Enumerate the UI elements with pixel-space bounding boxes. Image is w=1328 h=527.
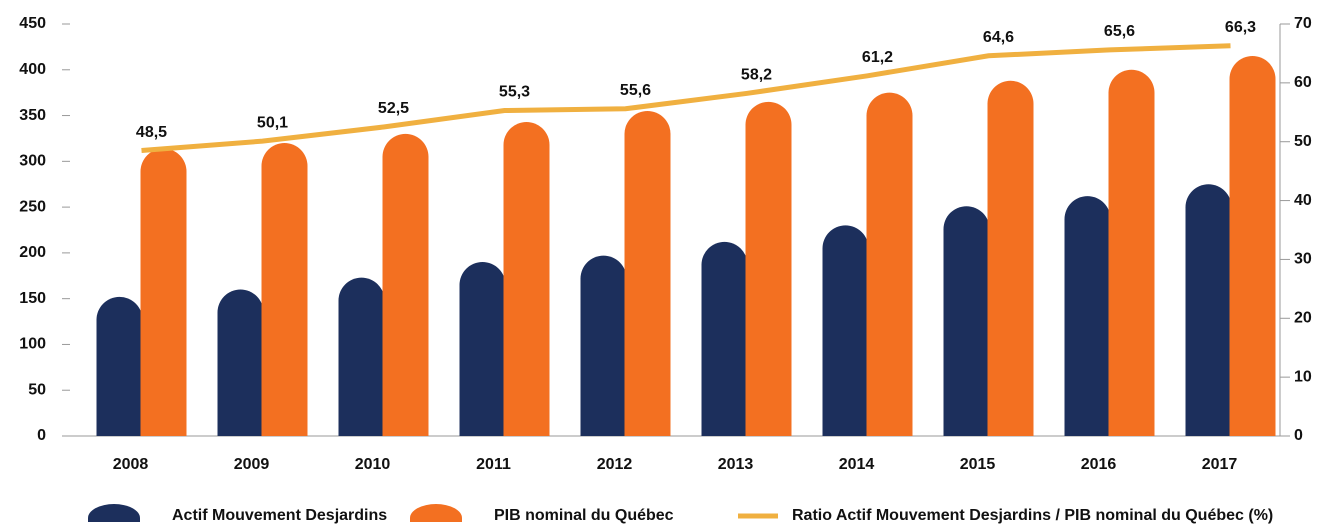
bar <box>580 255 627 436</box>
y-tick-label: 300 <box>19 153 46 170</box>
data-label: 61,2 <box>862 49 893 66</box>
x-tick-label: 2016 <box>1081 456 1117 473</box>
bar <box>701 241 748 436</box>
y-tick-label: 350 <box>19 107 46 124</box>
bar <box>96 296 143 436</box>
x-tick-label: 2011 <box>476 456 511 473</box>
y2-tick-label: 0 <box>1294 427 1303 444</box>
bar <box>382 133 429 436</box>
y2-tick-label: 50 <box>1294 133 1312 150</box>
line <box>141 43 1231 154</box>
bar <box>987 80 1034 437</box>
y-tick-label: 400 <box>19 61 46 78</box>
y2-tick-label: 70 <box>1294 15 1312 32</box>
bar <box>140 148 187 436</box>
bar <box>943 206 990 436</box>
legend-label: Actif Mouvement Desjardins <box>172 507 387 524</box>
bar <box>624 110 671 436</box>
bar <box>745 101 792 437</box>
y-tick-label: 50 <box>28 381 46 398</box>
data-label: 58,2 <box>741 67 772 84</box>
y2-tick-label: 40 <box>1294 192 1312 209</box>
y2-tick-label: 30 <box>1294 251 1312 268</box>
legend-swatch <box>88 504 140 522</box>
legend-swatch <box>410 504 462 522</box>
x-tick-label: 2013 <box>718 456 754 473</box>
bar <box>1108 69 1155 437</box>
data-label: 64,6 <box>983 29 1014 46</box>
bar <box>1229 56 1276 437</box>
y2-tick-label: 20 <box>1294 310 1312 327</box>
bar <box>822 225 869 436</box>
bar <box>1064 196 1111 436</box>
y-tick-label: 450 <box>19 15 46 32</box>
x-tick-label: 2017 <box>1202 456 1238 473</box>
data-label: 55,6 <box>620 82 651 99</box>
y-tick-label: 150 <box>19 290 46 307</box>
data-label: 48,5 <box>136 124 167 141</box>
x-tick-label: 2014 <box>839 456 875 473</box>
bar <box>503 121 550 436</box>
y-tick-label: 0 <box>37 427 46 444</box>
data-label: 50,1 <box>257 114 288 131</box>
bar <box>217 289 264 436</box>
x-tick-label: 2015 <box>960 456 996 473</box>
bar <box>261 143 308 436</box>
bar <box>1185 184 1232 436</box>
legend-label: Ratio Actif Mouvement Desjardins / PIB n… <box>792 507 1273 524</box>
x-tick-label: 2010 <box>355 456 391 473</box>
data-label: 55,3 <box>499 84 530 101</box>
data-label: 65,6 <box>1104 23 1135 40</box>
bar <box>866 92 913 437</box>
bar <box>338 277 385 436</box>
legend-label: PIB nominal du Québec <box>494 507 674 524</box>
data-label: 66,3 <box>1225 19 1256 36</box>
y2-tick-label: 10 <box>1294 368 1312 385</box>
x-tick-label: 2009 <box>234 456 270 473</box>
data-label: 52,5 <box>378 100 409 117</box>
y-tick-label: 250 <box>19 198 46 215</box>
x-tick-label: 2012 <box>597 456 633 473</box>
y-tick-label: 100 <box>19 336 46 353</box>
y2-tick-label: 60 <box>1294 74 1312 91</box>
y-tick-label: 200 <box>19 244 46 261</box>
x-tick-label: 2008 <box>113 456 149 473</box>
bar <box>459 262 506 436</box>
